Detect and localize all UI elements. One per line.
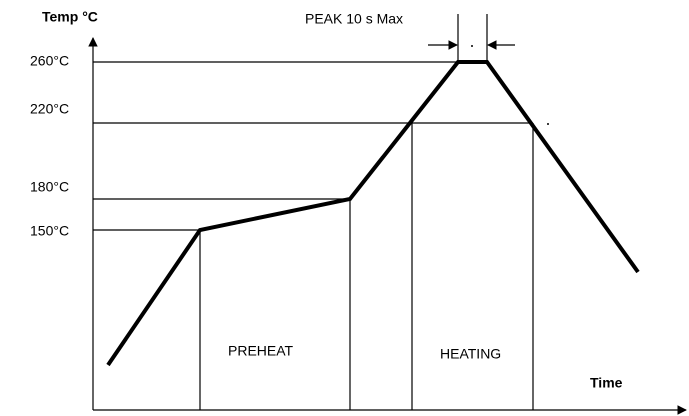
dot	[547, 123, 549, 125]
temp-label: 180°C	[30, 179, 69, 195]
y-axis-label: Temp °C	[42, 9, 98, 25]
dot	[471, 45, 473, 47]
temp-label: 220°C	[30, 101, 69, 117]
temp-label: 260°C	[30, 53, 69, 69]
x-axis-label: Time	[590, 375, 623, 391]
zone-label: HEATING	[440, 346, 501, 362]
peak-note: PEAK 10 s Max	[305, 11, 403, 27]
profile-curve	[106, 60, 640, 367]
zone-label: PREHEAT	[228, 343, 294, 359]
temp-label: 150°C	[30, 223, 69, 239]
